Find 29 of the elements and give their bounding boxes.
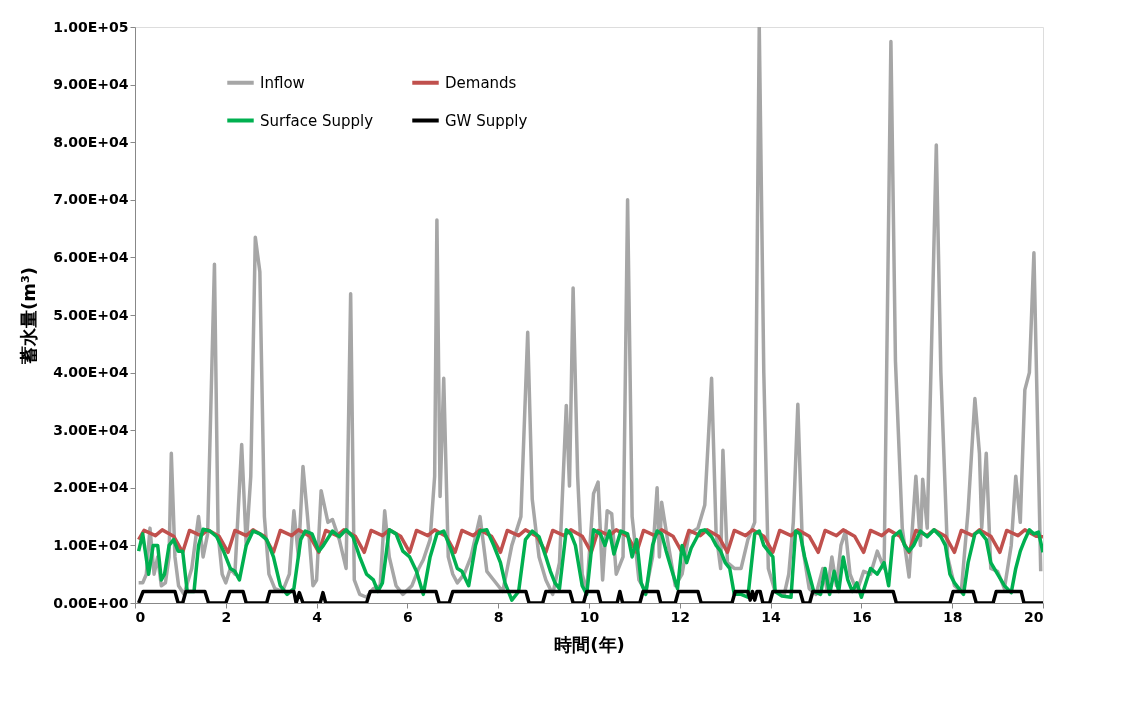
y-tick-label: 2.00E+04 [53, 479, 129, 496]
x-tick-label: 2 [221, 608, 232, 625]
y-tick-label: 3.00E+04 [53, 421, 129, 438]
x-tick-label: 20 [1024, 608, 1044, 625]
x-tick-label: 12 [670, 608, 691, 625]
y-axis-title: 蓄水量(m³) [18, 266, 40, 366]
x-axis-title: 時間(年) [554, 633, 625, 655]
x-tick-label: 16 [852, 608, 872, 625]
x-tick-label: 6 [403, 608, 413, 625]
x-tick-label: 10 [579, 608, 600, 625]
y-tick-label: 1.00E+04 [53, 536, 129, 553]
x-tick-label: 14 [761, 608, 782, 625]
x-tick-label: 8 [493, 608, 504, 625]
legend-label: GW Supply [445, 111, 528, 130]
x-tick-label: 18 [942, 608, 963, 625]
y-tick-label: 4.00E+04 [53, 364, 129, 381]
x-tick-label: 4 [312, 608, 323, 625]
y-tick-label: 7.00E+04 [53, 191, 129, 208]
line-series [136, 27, 1043, 599]
x-tick-label: 0 [135, 608, 146, 625]
y-tick-label: 8.00E+04 [53, 133, 129, 150]
legend-label: Demands [445, 73, 517, 92]
y-tick-label: 9.00E+04 [53, 76, 129, 93]
y-tick-label: 0.00E+00 [53, 594, 129, 611]
y-tick-label: 5.00E+04 [53, 306, 129, 323]
y-tick-label: 1.00E+05 [53, 18, 129, 35]
y-tick-label: 6.00E+04 [53, 248, 129, 265]
legend-label: Inflow [260, 73, 305, 92]
legend-label: Surface Supply [260, 111, 374, 130]
